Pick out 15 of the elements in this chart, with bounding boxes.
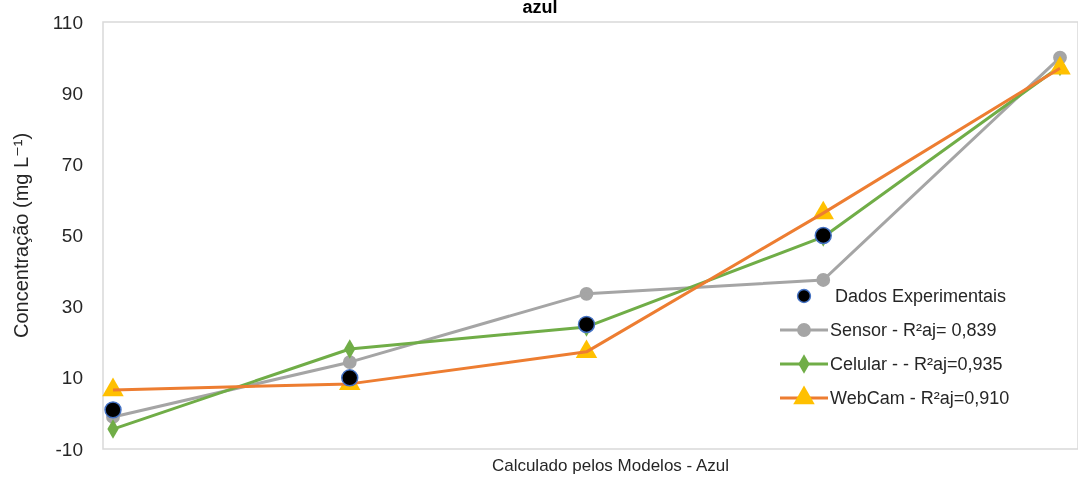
x-axis-title: Calculado pelos Modelos - Azul xyxy=(491,456,730,475)
point xyxy=(104,401,122,419)
y-tick-label: 110 xyxy=(52,11,83,33)
y-tick-label: -10 xyxy=(55,438,83,460)
y-axis-title: Concentração (mg L⁻¹) xyxy=(10,132,32,339)
legend-label: Celular - - R²aj=0,935 xyxy=(830,354,1003,375)
chart-title: azul xyxy=(522,0,558,17)
y-tick-label: 70 xyxy=(61,153,83,175)
legend-label: Dados Experimentais xyxy=(835,286,1007,307)
legend-label: Sensor - R²aj= 0,839 xyxy=(830,320,997,341)
y-tick-label: 10 xyxy=(61,367,83,389)
y-tick-label: 30 xyxy=(61,296,83,318)
y-tick-label: 50 xyxy=(61,225,83,247)
y-tick-label: 90 xyxy=(61,82,83,104)
legend-label: WebCam - R²aj=0,910 xyxy=(830,388,1010,409)
